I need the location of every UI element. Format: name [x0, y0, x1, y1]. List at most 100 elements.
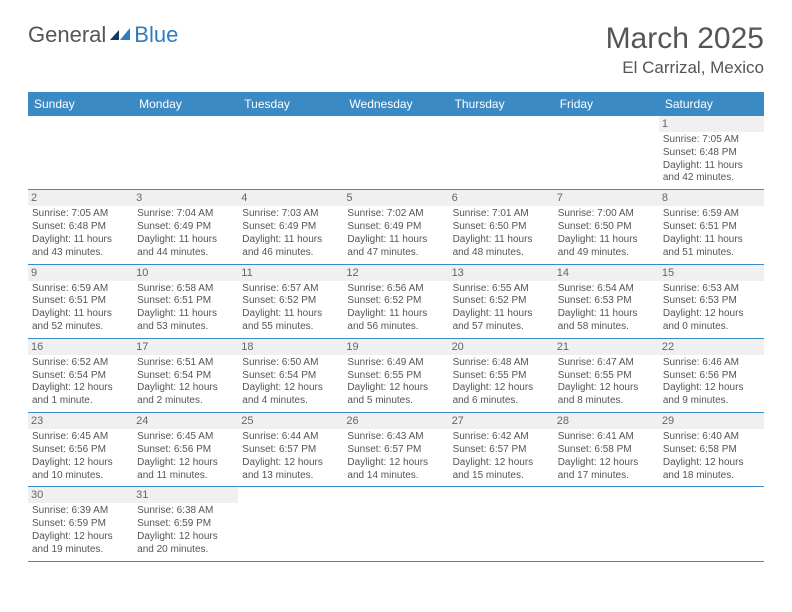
calendar-row: 23Sunrise: 6:45 AMSunset: 6:56 PMDayligh…: [28, 413, 764, 487]
calendar-cell: 23Sunrise: 6:45 AMSunset: 6:56 PMDayligh…: [28, 413, 133, 487]
sunset-text: Sunset: 6:50 PM: [558, 221, 655, 234]
day-number: 31: [133, 487, 238, 503]
day-number: 28: [554, 413, 659, 429]
sunrise-text: Sunrise: 7:01 AM: [453, 208, 550, 221]
calendar-cell: 11Sunrise: 6:57 AMSunset: 6:52 PMDayligh…: [238, 264, 343, 338]
day-number: 18: [238, 339, 343, 355]
daylight-text: Daylight: 11 hours and 47 minutes.: [347, 234, 444, 260]
calendar-cell: 26Sunrise: 6:43 AMSunset: 6:57 PMDayligh…: [343, 413, 448, 487]
daylight-text: Daylight: 11 hours and 46 minutes.: [242, 234, 339, 260]
calendar-cell: 2Sunrise: 7:05 AMSunset: 6:48 PMDaylight…: [28, 190, 133, 264]
sunrise-text: Sunrise: 7:05 AM: [663, 134, 760, 147]
sunset-text: Sunset: 6:54 PM: [137, 370, 234, 383]
sunset-text: Sunset: 6:56 PM: [32, 444, 129, 457]
calendar-cell: 13Sunrise: 6:55 AMSunset: 6:52 PMDayligh…: [449, 264, 554, 338]
weekday-friday: Friday: [554, 92, 659, 116]
sunrise-text: Sunrise: 6:54 AM: [558, 283, 655, 296]
calendar-row: 2Sunrise: 7:05 AMSunset: 6:48 PMDaylight…: [28, 190, 764, 264]
day-number: 19: [343, 339, 448, 355]
daylight-text: Daylight: 12 hours and 1 minute.: [32, 382, 129, 408]
sunrise-text: Sunrise: 6:55 AM: [453, 283, 550, 296]
sunset-text: Sunset: 6:57 PM: [242, 444, 339, 457]
calendar-cell: 19Sunrise: 6:49 AMSunset: 6:55 PMDayligh…: [343, 338, 448, 412]
daylight-text: Daylight: 12 hours and 13 minutes.: [242, 457, 339, 483]
daylight-text: Daylight: 11 hours and 42 minutes.: [663, 160, 760, 186]
daylight-text: Daylight: 12 hours and 5 minutes.: [347, 382, 444, 408]
calendar-body: 1Sunrise: 7:05 AMSunset: 6:48 PMDaylight…: [28, 116, 764, 561]
calendar-cell: 5Sunrise: 7:02 AMSunset: 6:49 PMDaylight…: [343, 190, 448, 264]
sunrise-text: Sunrise: 6:38 AM: [137, 505, 234, 518]
calendar-cell: 15Sunrise: 6:53 AMSunset: 6:53 PMDayligh…: [659, 264, 764, 338]
calendar-cell: [238, 116, 343, 190]
calendar-cell: 25 Sunrise: 6:44 AMSunset: 6:57 PMDayligh…: [238, 413, 343, 487]
sunrise-text: Sunrise: 6:56 AM: [347, 283, 444, 296]
day-number: 7: [554, 190, 659, 206]
sunrise-text: Sunrise: 6:43 AM: [347, 431, 444, 444]
weekday-saturday: Saturday: [659, 92, 764, 116]
sunset-text: Sunset: 6:54 PM: [32, 370, 129, 383]
day-number: 1: [659, 116, 764, 132]
calendar-cell: [449, 487, 554, 561]
sunset-text: Sunset: 6:58 PM: [558, 444, 655, 457]
calendar-row: 1 Sunrise: 7:05 AMSunset: 6:48 PMDaylight…: [28, 116, 764, 190]
day-number: 23: [28, 413, 133, 429]
sunset-text: Sunset: 6:59 PM: [137, 518, 234, 531]
calendar-cell: 7Sunrise: 7:00 AMSunset: 6:50 PMDaylight…: [554, 190, 659, 264]
sunset-text: Sunset: 6:50 PM: [453, 221, 550, 234]
sunset-text: Sunset: 6:52 PM: [347, 295, 444, 308]
calendar-row: 16Sunrise: 6:52 AMSunset: 6:54 PMDayligh…: [28, 338, 764, 412]
calendar-cell: 18Sunrise: 6:50 AMSunset: 6:54 PMDayligh…: [238, 338, 343, 412]
weekday-tuesday: Tuesday: [238, 92, 343, 116]
sunset-text: Sunset: 6:56 PM: [137, 444, 234, 457]
calendar-cell: 17Sunrise: 6:51 AMSunset: 6:54 PMDayligh…: [133, 338, 238, 412]
sunset-text: Sunset: 6:51 PM: [32, 295, 129, 308]
sunset-text: Sunset: 6:52 PM: [242, 295, 339, 308]
sunrise-text: Sunrise: 6:44 AM: [242, 431, 339, 444]
sunrise-text: Sunrise: 7:02 AM: [347, 208, 444, 221]
calendar-cell: [449, 116, 554, 190]
sunrise-text: Sunrise: 6:50 AM: [242, 357, 339, 370]
daylight-text: Daylight: 12 hours and 2 minutes.: [137, 382, 234, 408]
sunset-text: Sunset: 6:48 PM: [663, 147, 760, 160]
daylight-text: Daylight: 11 hours and 52 minutes.: [32, 308, 129, 334]
calendar-cell: 4Sunrise: 7:03 AMSunset: 6:49 PMDaylight…: [238, 190, 343, 264]
sunrise-text: Sunrise: 6:40 AM: [663, 431, 760, 444]
daylight-text: Daylight: 12 hours and 4 minutes.: [242, 382, 339, 408]
sunrise-text: Sunrise: 6:53 AM: [663, 283, 760, 296]
daylight-text: Daylight: 11 hours and 56 minutes.: [347, 308, 444, 334]
sunrise-text: Sunrise: 7:05 AM: [32, 208, 129, 221]
sunrise-text: Sunrise: 6:58 AM: [137, 283, 234, 296]
sunset-text: Sunset: 6:58 PM: [663, 444, 760, 457]
sunset-text: Sunset: 6:55 PM: [453, 370, 550, 383]
daylight-text: Daylight: 12 hours and 10 minutes.: [32, 457, 129, 483]
sunrise-text: Sunrise: 7:04 AM: [137, 208, 234, 221]
day-number: 30: [28, 487, 133, 503]
sunset-text: Sunset: 6:49 PM: [137, 221, 234, 234]
location: El Carrizal, Mexico: [606, 58, 764, 78]
day-number: 4: [238, 190, 343, 206]
day-number: 16: [28, 339, 133, 355]
sunset-text: Sunset: 6:52 PM: [453, 295, 550, 308]
title-block: March 2025 El Carrizal, Mexico: [606, 22, 764, 78]
day-number: 12: [343, 265, 448, 281]
calendar-cell: 22Sunrise: 6:46 AMSunset: 6:56 PMDayligh…: [659, 338, 764, 412]
sunrise-text: Sunrise: 6:59 AM: [32, 283, 129, 296]
daylight-text: Daylight: 11 hours and 49 minutes.: [558, 234, 655, 260]
calendar-cell: 29Sunrise: 6:40 AMSunset: 6:58 PMDayligh…: [659, 413, 764, 487]
daylight-text: Daylight: 12 hours and 9 minutes.: [663, 382, 760, 408]
logo-flag-icon: [110, 26, 132, 44]
calendar-cell: [238, 487, 343, 561]
day-number: 20: [449, 339, 554, 355]
sunrise-text: Sunrise: 6:39 AM: [32, 505, 129, 518]
weekday-wednesday: Wednesday: [343, 92, 448, 116]
day-number: 11: [238, 265, 343, 281]
calendar-cell: 14Sunrise: 6:54 AMSunset: 6:53 PMDayligh…: [554, 264, 659, 338]
weekday-sunday: Sunday: [28, 92, 133, 116]
sunset-text: Sunset: 6:51 PM: [663, 221, 760, 234]
sunrise-text: Sunrise: 6:46 AM: [663, 357, 760, 370]
day-number: 25: [238, 413, 343, 429]
calendar-cell: 10Sunrise: 6:58 AMSunset: 6:51 PMDayligh…: [133, 264, 238, 338]
sunset-text: Sunset: 6:57 PM: [347, 444, 444, 457]
sunset-text: Sunset: 6:59 PM: [32, 518, 129, 531]
daylight-text: Daylight: 12 hours and 15 minutes.: [453, 457, 550, 483]
